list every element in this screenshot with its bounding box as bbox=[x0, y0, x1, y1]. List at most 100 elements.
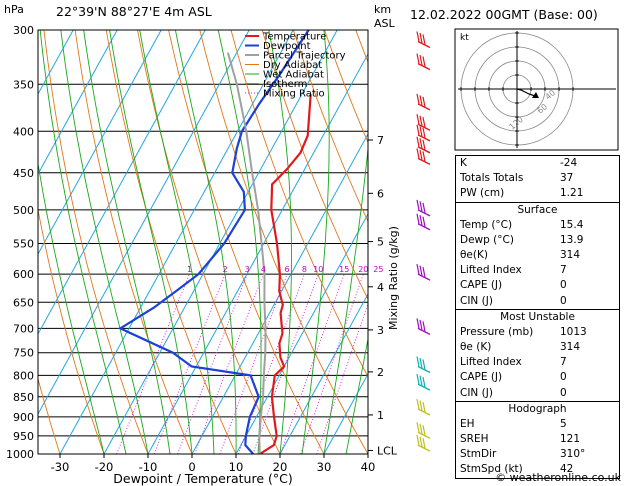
table-row: Pressure (mb) 1013 bbox=[456, 325, 619, 340]
row-value: 13.9 bbox=[560, 233, 584, 246]
mixing-ratio-line bbox=[219, 273, 288, 454]
legend-label: Dewpoint bbox=[263, 41, 311, 52]
km-tick-label: 3 bbox=[377, 324, 384, 337]
dry-adiabat-line bbox=[261, 30, 368, 301]
mixing-ratio-label: 20 bbox=[358, 265, 368, 274]
km-tick-label: 1 bbox=[377, 409, 384, 422]
surface-title: Surface bbox=[517, 203, 558, 216]
pressure-tick-label: 950 bbox=[13, 430, 34, 443]
dry-adiabat-line bbox=[230, 30, 368, 378]
wind-barb bbox=[417, 123, 431, 131]
mixing-ratio-label: 25 bbox=[373, 265, 383, 274]
temp-tick-label: -20 bbox=[95, 460, 114, 474]
row-value: 0 bbox=[560, 279, 567, 292]
row-label: StmDir bbox=[460, 448, 497, 461]
wind-barb bbox=[417, 146, 431, 154]
pressure-tick-label: 800 bbox=[13, 369, 34, 382]
legend-label: Dry Adiabat bbox=[263, 60, 322, 71]
wind-barb bbox=[417, 223, 431, 231]
wind-barb-feather bbox=[416, 434, 420, 446]
isotherm-line bbox=[235, 212, 368, 454]
wind-barb-feather bbox=[422, 96, 426, 107]
row-value: 7 bbox=[560, 356, 567, 369]
wind-barb bbox=[417, 40, 431, 49]
most-unstable-box: Most Unstable Pressure (mb) 1013 θe (K) 314… bbox=[455, 309, 620, 402]
isotherm-line bbox=[38, 30, 206, 336]
isotherm-line bbox=[38, 30, 250, 416]
row-label: PW (cm) bbox=[460, 187, 505, 200]
wind-barb-feather bbox=[419, 375, 423, 386]
dry-adiabat-line bbox=[38, 377, 61, 454]
wind-barb-feather bbox=[422, 117, 426, 128]
table-row: CAPE (J) 0 bbox=[456, 278, 619, 293]
wind-barb-feather bbox=[419, 149, 423, 161]
row-label: θe (K) bbox=[460, 341, 492, 354]
wet-adiabat-line bbox=[39, 30, 127, 454]
row-value: 314 bbox=[560, 341, 581, 354]
row-label: Pressure (mb) bbox=[460, 325, 534, 338]
row-label: CAPE (J) bbox=[460, 371, 503, 384]
wind-barb-feather bbox=[422, 376, 426, 388]
table-row: Totals Totals 37 bbox=[456, 171, 619, 186]
row-label: SREH bbox=[460, 433, 489, 446]
mixing-ratio-label: 1 bbox=[187, 265, 192, 274]
dry-adiabat-line bbox=[199, 30, 368, 454]
row-value: 1.21 bbox=[560, 187, 584, 200]
table-row: EH 5 bbox=[456, 417, 619, 432]
isotherm-line bbox=[103, 30, 338, 454]
row-value: 0 bbox=[560, 386, 567, 399]
wet-adiabat-line bbox=[345, 336, 368, 454]
mixing-ratio-label: 2 bbox=[223, 265, 228, 274]
wind-barb-feather bbox=[416, 373, 420, 385]
wind-barb-feather bbox=[422, 401, 426, 413]
mixing-ratio-line bbox=[280, 273, 345, 454]
wind-barb-feather bbox=[416, 199, 420, 211]
pressure-tick-label: 900 bbox=[13, 411, 34, 424]
row-value: 310° bbox=[560, 448, 586, 461]
wet-adiabat-line bbox=[139, 30, 215, 454]
row-value: 314 bbox=[560, 249, 581, 262]
table-row: Lifted Index 7 bbox=[456, 355, 619, 370]
wind-barb-feather bbox=[422, 321, 426, 332]
wind-barb-feather bbox=[416, 148, 420, 159]
wind-barb bbox=[417, 273, 431, 281]
row-label: Totals Totals bbox=[460, 172, 524, 185]
location-title: 22°39'N 88°27'E 4m ASL bbox=[56, 4, 212, 19]
pressure-tick-label: 500 bbox=[13, 204, 34, 217]
wet-adiabat-line bbox=[60, 30, 149, 454]
wind-barb-feather bbox=[422, 151, 426, 162]
wet-adiabat-line bbox=[217, 30, 262, 454]
wind-barb-feather bbox=[419, 138, 423, 149]
wind-barb-feather bbox=[419, 319, 423, 331]
wind-barb-feather bbox=[416, 318, 420, 329]
table-row: Lifted Index 7 bbox=[456, 263, 619, 278]
row-value: 1013 bbox=[560, 325, 587, 338]
surface-box: Surface Temp (°C) 15.4 Dewp (°C) 13.9 θe(K) 3… bbox=[455, 202, 620, 310]
isotherm-line bbox=[59, 30, 294, 454]
wind-barb bbox=[417, 62, 431, 71]
wind-barb-feather bbox=[419, 423, 423, 434]
wind-barb bbox=[417, 365, 431, 374]
wind-barb bbox=[417, 134, 431, 142]
hodograph-table-box: Hodograph EH 5 SREH 121 StmDir 310° StmSpd (kt… bbox=[455, 401, 620, 479]
mixing-ratio-line bbox=[316, 302, 368, 454]
mixing-ratio-label: 6 bbox=[285, 265, 290, 274]
wind-barb-feather bbox=[419, 126, 423, 137]
storm-motion-arrow-icon bbox=[532, 92, 539, 98]
wind-barb-feather bbox=[419, 400, 423, 411]
wind-barb-feather bbox=[422, 56, 426, 67]
table-row: Dewp (°C) 13.9 bbox=[456, 233, 619, 248]
wind-barb-feather bbox=[422, 139, 426, 150]
wind-barb bbox=[417, 157, 431, 166]
isotherm-line bbox=[191, 132, 368, 454]
hodograph-table-title: Hodograph bbox=[508, 402, 567, 415]
table-row: CIN (J) 0 bbox=[456, 294, 619, 309]
wind-barb-feather bbox=[419, 54, 423, 66]
row-value: -24 bbox=[560, 157, 578, 169]
wind-barb-feather bbox=[416, 114, 420, 125]
row-label: StmSpd (kt) bbox=[460, 463, 523, 476]
table-row: PW (cm) 1.21 bbox=[456, 186, 619, 201]
legend-label: Isotherm bbox=[263, 79, 307, 90]
wet-adiabat-line bbox=[83, 30, 171, 454]
